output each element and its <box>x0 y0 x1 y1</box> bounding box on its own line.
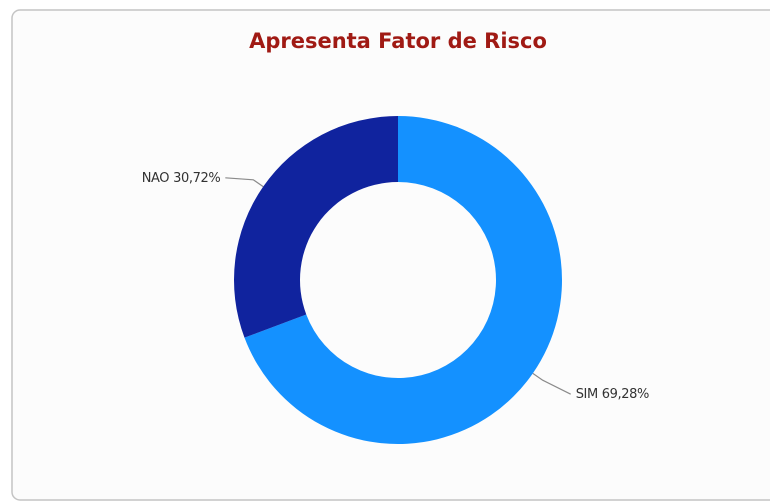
leader-line <box>532 372 571 395</box>
category-name: SIM <box>576 387 598 402</box>
data-label: SIM 69,28% <box>576 387 649 402</box>
value-label: 69,28% <box>602 387 649 402</box>
card <box>11 9 770 501</box>
leader-line <box>225 177 264 188</box>
value-label: 30,72% <box>173 170 220 185</box>
slice <box>244 116 562 444</box>
data-label: NAO 30,72% <box>142 170 221 185</box>
slice <box>234 116 398 338</box>
chart-title: Apresenta Fator de Risco <box>249 29 547 53</box>
category-name: NAO <box>142 170 170 185</box>
